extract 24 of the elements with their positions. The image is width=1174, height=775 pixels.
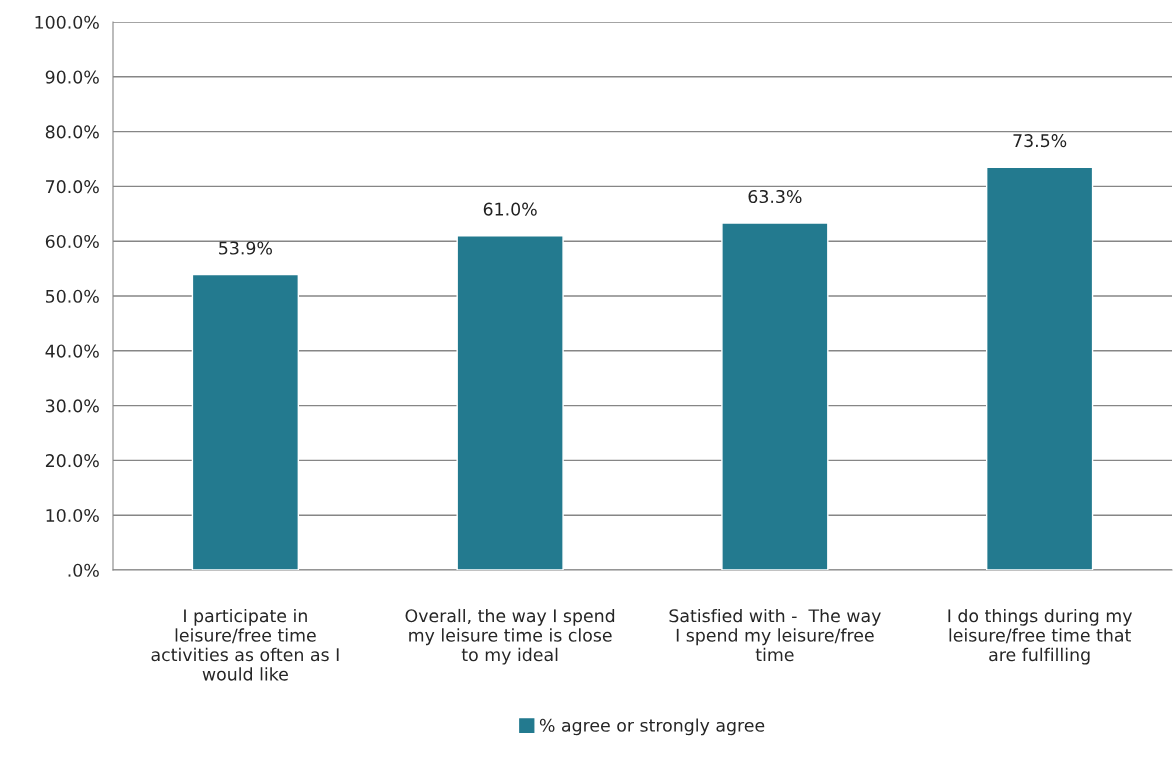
y-tick-label: 70.0% — [46, 180, 99, 194]
x-tick-label: Overall, the way I spend my leisure time is close to my ideal — [405, 608, 615, 665]
data-label: 61.0% — [483, 202, 537, 216]
bar — [985, 166, 1094, 570]
legend-label: % agree or strongly agree — [539, 718, 765, 736]
y-tick-label: 90.0% — [45, 70, 99, 84]
y-tick-label: 50.0% — [45, 289, 99, 303]
data-label: 53.9% — [219, 241, 272, 255]
y-tick-label: 60.0% — [45, 234, 99, 249]
y-tick-label: 100.0% — [35, 15, 99, 29]
y-tick-label: 40.0% — [45, 344, 99, 358]
y-tick-label: 30.0% — [45, 399, 99, 413]
y-tick-label: .0% — [68, 563, 99, 577]
bar — [191, 273, 300, 570]
x-tick-label: I do things during my leisure/free time that are fulfilling — [948, 608, 1132, 665]
x-tick-label: I participate in leisure/free time activities as often as I would like — [151, 608, 339, 681]
y-tick-label: 20.0% — [45, 454, 99, 468]
x-tick-label: Satisfied with - The way I spend my leisure/free time — [669, 608, 881, 662]
y-tick-label: 10.0% — [46, 508, 99, 523]
y-tick-label: 80.0% — [45, 125, 99, 139]
bar — [456, 235, 564, 570]
bar — [721, 222, 829, 570]
data-label: 63.3% — [748, 189, 802, 204]
data-label: 73.5% — [1013, 134, 1067, 148]
